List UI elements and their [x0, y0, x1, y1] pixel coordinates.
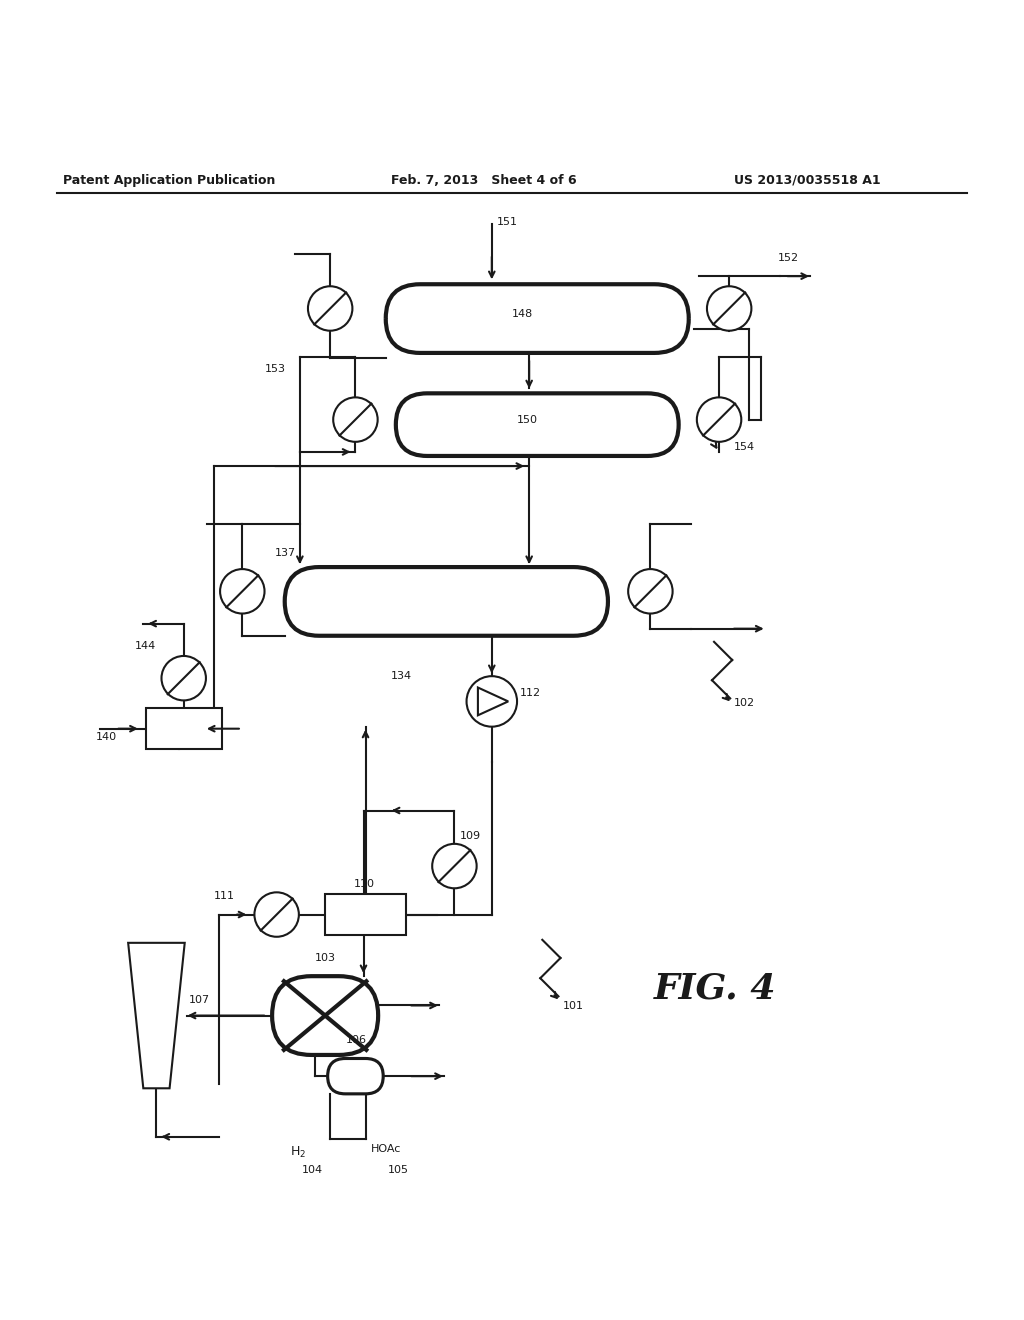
Text: HOAc: HOAc [371, 1144, 401, 1155]
Bar [326, 895, 406, 935]
Circle shape [467, 676, 517, 727]
FancyBboxPatch shape [285, 568, 608, 636]
Text: 110: 110 [353, 879, 375, 890]
Text: 104: 104 [302, 1164, 323, 1175]
Text: FIG. 4: FIG. 4 [653, 972, 776, 1006]
Circle shape [333, 397, 378, 442]
Text: 111: 111 [214, 891, 236, 902]
Text: 102: 102 [734, 698, 756, 709]
Text: 137: 137 [274, 548, 296, 558]
Polygon shape [128, 942, 184, 1088]
FancyBboxPatch shape [272, 977, 378, 1055]
Circle shape [628, 569, 673, 614]
Circle shape [308, 286, 352, 331]
Bar [145, 709, 221, 748]
Text: 148: 148 [512, 309, 534, 318]
Text: 134: 134 [391, 671, 412, 681]
Circle shape [432, 843, 476, 888]
Text: 154: 154 [734, 442, 756, 451]
Circle shape [254, 892, 299, 937]
Text: 101: 101 [562, 1002, 584, 1011]
Circle shape [162, 656, 206, 701]
Text: 140: 140 [95, 731, 117, 742]
Circle shape [697, 397, 741, 442]
Text: 109: 109 [460, 830, 480, 841]
Text: US 2013/0035518 A1: US 2013/0035518 A1 [734, 174, 881, 186]
Text: 144: 144 [135, 640, 157, 651]
Text: 151: 151 [497, 216, 518, 227]
Text: 105: 105 [388, 1164, 409, 1175]
Text: Feb. 7, 2013   Sheet 4 of 6: Feb. 7, 2013 Sheet 4 of 6 [391, 174, 577, 186]
Text: 112: 112 [520, 688, 542, 698]
Text: 103: 103 [315, 953, 336, 964]
Text: 107: 107 [188, 995, 210, 1006]
Text: 153: 153 [264, 364, 286, 374]
Polygon shape [478, 688, 508, 715]
Text: 150: 150 [517, 414, 538, 425]
Text: 106: 106 [345, 1035, 367, 1045]
Text: H$_2$: H$_2$ [290, 1144, 306, 1160]
Text: Patent Application Publication: Patent Application Publication [62, 174, 274, 186]
FancyBboxPatch shape [328, 1059, 383, 1094]
FancyBboxPatch shape [386, 284, 689, 352]
Circle shape [707, 286, 752, 331]
FancyBboxPatch shape [396, 393, 679, 455]
Circle shape [220, 569, 264, 614]
Text: 152: 152 [777, 253, 799, 263]
